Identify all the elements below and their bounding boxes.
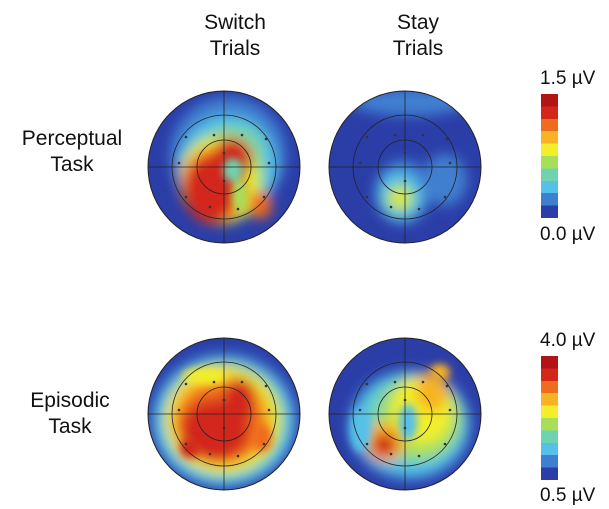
electrode-dot: [222, 398, 226, 402]
electrode-dot: [389, 205, 393, 209]
electrode-dot: [208, 205, 212, 209]
electrode-dot: [222, 426, 226, 430]
electrode-dot: [417, 207, 421, 211]
colorbar-bottom: [541, 356, 558, 480]
electrode-markers: [177, 133, 452, 458]
electrode-dot: [389, 452, 393, 456]
scale-top-min-label: 0.0 µV: [540, 224, 596, 245]
electrode-dot: [184, 135, 188, 139]
electrode-dot: [365, 382, 369, 386]
electrode-dot: [177, 161, 181, 165]
column-header-switch-line1: Switch: [204, 11, 266, 34]
electrode-dot: [403, 398, 407, 402]
row-label-perceptual: Perceptual Task: [2, 126, 142, 178]
electrode-dot: [365, 195, 369, 199]
column-header-stay: Stay Trials: [353, 10, 483, 62]
electrode-dot: [365, 135, 369, 139]
electrode-dot: [443, 442, 447, 446]
column-header-switch-line2: Trials: [209, 37, 261, 60]
electrode-dot: [212, 133, 216, 137]
row-label-episodic-line2: Task: [48, 415, 92, 438]
electrode-dot: [267, 408, 271, 412]
electrode-dot: [184, 442, 188, 446]
electrode-dot: [417, 454, 421, 458]
map-perceptual-stay: [328, 90, 482, 244]
electrode-dot: [184, 195, 188, 199]
electrode-dot: [358, 161, 362, 165]
colorbar-top: [541, 94, 558, 218]
map-perceptual-switch: [147, 90, 301, 244]
electrode-dot: [365, 442, 369, 446]
electrode-dot: [403, 179, 407, 183]
map-episodic-stay: [328, 337, 482, 491]
electrode-dot: [448, 161, 452, 165]
scale-bottom-min-label: 0.5 µV: [540, 485, 596, 506]
electrode-dot: [267, 161, 271, 165]
column-header-stay-line2: Trials: [392, 37, 444, 60]
row-label-episodic-line1: Episodic: [30, 389, 110, 412]
electrode-dot: [262, 195, 266, 199]
electrode-dot: [208, 452, 212, 456]
electrode-dot: [262, 442, 266, 446]
electrode-dot: [236, 207, 240, 211]
electrode-dot: [403, 151, 407, 155]
column-header-switch: Switch Trials: [170, 10, 300, 62]
scale-bottom-max-label: 4.0 µV: [540, 330, 596, 351]
electrode-dot: [222, 151, 226, 155]
electrode-dot: [264, 384, 268, 388]
electrode-dot: [421, 380, 425, 384]
electrode-dot: [393, 133, 397, 137]
row-label-perceptual-line2: Task: [50, 153, 94, 176]
electrode-dot: [445, 137, 449, 141]
map-episodic-switch: [147, 337, 301, 491]
row-label-episodic: Episodic Task: [0, 388, 140, 440]
electrode-dot: [222, 179, 226, 183]
electrode-dot: [240, 133, 244, 137]
scale-top-max-label: 1.5 µV: [540, 68, 596, 89]
electrode-dot: [240, 380, 244, 384]
electrode-dot: [448, 408, 452, 412]
electrode-dot: [177, 408, 181, 412]
column-header-stay-line1: Stay: [396, 11, 440, 34]
electrode-dot: [393, 380, 397, 384]
electrode-dot: [421, 133, 425, 137]
electrode-dot: [212, 380, 216, 384]
electrode-dot: [184, 382, 188, 386]
row-label-perceptual-line1: Perceptual: [21, 127, 123, 150]
electrode-dot: [445, 384, 449, 388]
electrode-dot: [403, 426, 407, 430]
electrode-dot: [358, 408, 362, 412]
electrode-dot: [443, 195, 447, 199]
electrode-dot: [264, 137, 268, 141]
electrode-dot: [236, 454, 240, 458]
